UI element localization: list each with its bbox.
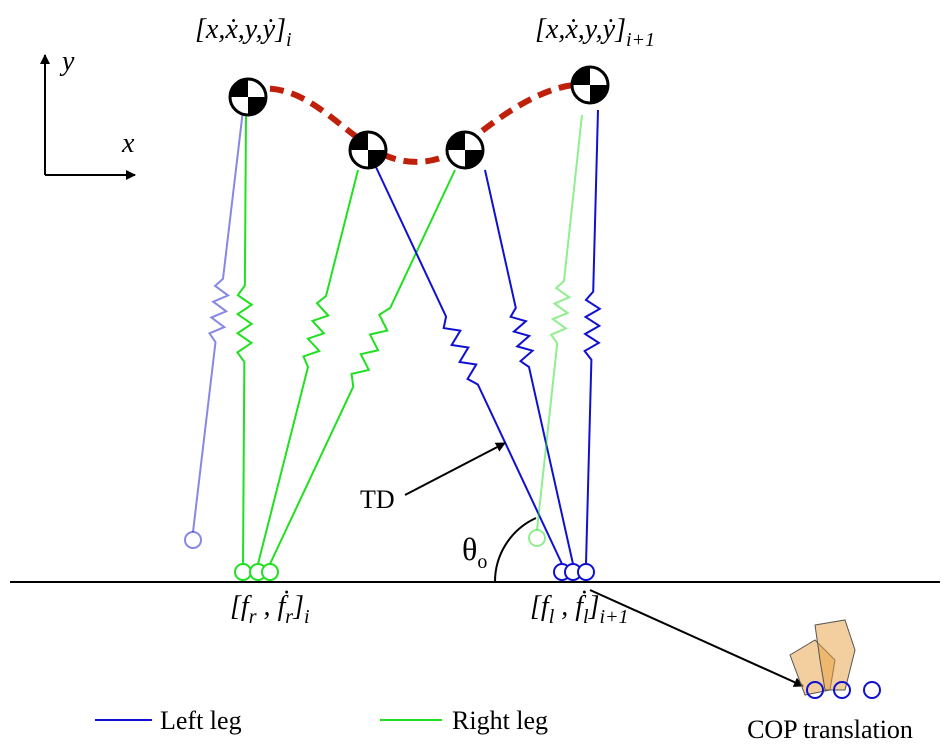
- cop-label: COP translation: [747, 715, 913, 744]
- legend-left: Left leg: [160, 706, 242, 735]
- angle-arc: [495, 518, 536, 582]
- x-axis-label: x: [121, 128, 135, 159]
- td-label: TD: [360, 485, 395, 514]
- foot-label-left: [fl , ḟl]i+1: [530, 591, 629, 628]
- com-quadrant: [572, 67, 590, 85]
- subscript: o: [477, 551, 487, 573]
- subscript: r: [249, 606, 257, 628]
- legend-right: Right leg: [452, 706, 548, 735]
- leg: [537, 115, 582, 530]
- com-quadrant: [447, 132, 465, 150]
- leg: [375, 165, 562, 564]
- label-part: [x,ẋ,y,ẏ]: [535, 14, 626, 45]
- foot: [529, 530, 545, 546]
- com-quadrant: [248, 97, 266, 115]
- foot: [578, 564, 594, 580]
- y-axis-label: y: [59, 46, 75, 77]
- subscript: i+1: [626, 29, 655, 51]
- com-quadrant: [590, 85, 608, 103]
- angle-label: θo: [462, 531, 487, 573]
- com-trajectory: [248, 85, 590, 162]
- label-part: ]: [292, 591, 304, 622]
- com-quadrant: [465, 150, 483, 168]
- td-arrow: [405, 443, 505, 495]
- leg: [485, 170, 573, 564]
- foot: [235, 564, 251, 580]
- cop-inset: [790, 620, 880, 698]
- state-label-start: [x,ẋ,y,ẏ]i: [195, 14, 292, 51]
- subscript: i+1: [600, 606, 629, 628]
- foot: [262, 564, 278, 580]
- subscript: i: [304, 606, 310, 628]
- cop-point: [864, 682, 880, 698]
- foot: [185, 532, 201, 548]
- com-quadrant: [368, 150, 386, 168]
- label-part: [x,ẋ,y,ẏ]: [195, 14, 286, 45]
- label-part: θ: [462, 531, 477, 567]
- cop-arrow: [590, 590, 803, 686]
- leg: [258, 170, 358, 564]
- leg: [237, 115, 251, 564]
- subscript: i: [286, 29, 292, 51]
- com-markers: [230, 67, 608, 168]
- leg: [585, 110, 600, 564]
- state-label-end: [x,ẋ,y,ẏ]i+1: [535, 14, 655, 51]
- diagram: y x TD θo [x,ẋ,y,ẏ]i [x,ẋ,y,ẏ]i+1 [fr , …: [0, 0, 944, 744]
- foot-label-right: [fr , ḟr]i: [230, 591, 310, 628]
- leg: [193, 110, 243, 532]
- subscript: r: [285, 606, 293, 628]
- com-quadrant: [230, 79, 248, 97]
- label-part: ]: [588, 591, 600, 622]
